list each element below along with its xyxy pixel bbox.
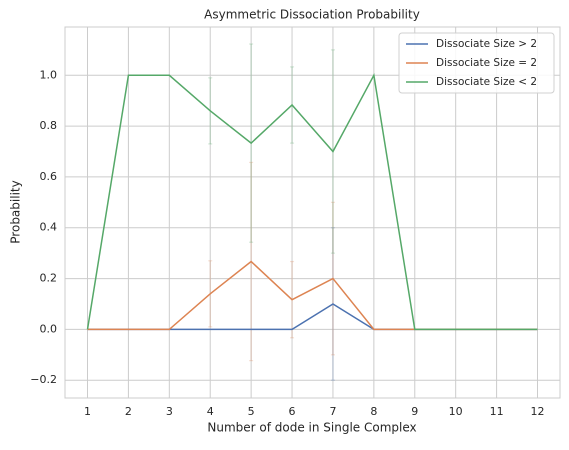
x-axis-label: Number of dode in Single Complex	[207, 421, 416, 435]
plot-frame	[64, 26, 561, 399]
x-tick-label: 4	[207, 405, 214, 418]
x-tick-label: 3	[166, 405, 173, 418]
chart-title: Asymmetric Dissociation Probability	[204, 8, 420, 22]
y-tick-label: 0.0	[40, 322, 58, 335]
line-series	[87, 260, 538, 331]
x-tick-label: 10	[449, 405, 463, 418]
line-series	[87, 303, 538, 331]
x-tick-label: 5	[248, 405, 255, 418]
y-tick-label: 0.8	[40, 119, 58, 132]
x-tick-label: 1	[84, 405, 91, 418]
y-tick-label: −0.2	[30, 373, 57, 386]
y-tick-label: 0.4	[40, 221, 58, 234]
y-axis-label: Probability	[9, 180, 23, 243]
y-tick-label: 0.6	[40, 170, 58, 183]
y-tick-label: 1.0	[40, 68, 58, 81]
y-tick-label: 0.2	[40, 272, 58, 285]
x-tick-label: 7	[329, 405, 336, 418]
x-tick-label: 9	[411, 405, 418, 418]
legend-box	[398, 32, 555, 94]
legend-label: Dissociate Size > 2	[436, 38, 537, 50]
x-tick-label: 11	[490, 405, 504, 418]
x-tick-label: 8	[370, 405, 377, 418]
x-tick-label: 6	[289, 405, 296, 418]
legend-label: Dissociate Size < 2	[436, 76, 537, 88]
legend-label: Dissociate Size = 2	[436, 57, 537, 69]
legend: Dissociate Size > 2 Dissociate Size = 2 Di…	[398, 32, 555, 94]
line-series	[86, 72, 538, 331]
x-tick-label: 12	[531, 405, 545, 418]
x-tick-label: 2	[125, 405, 132, 418]
